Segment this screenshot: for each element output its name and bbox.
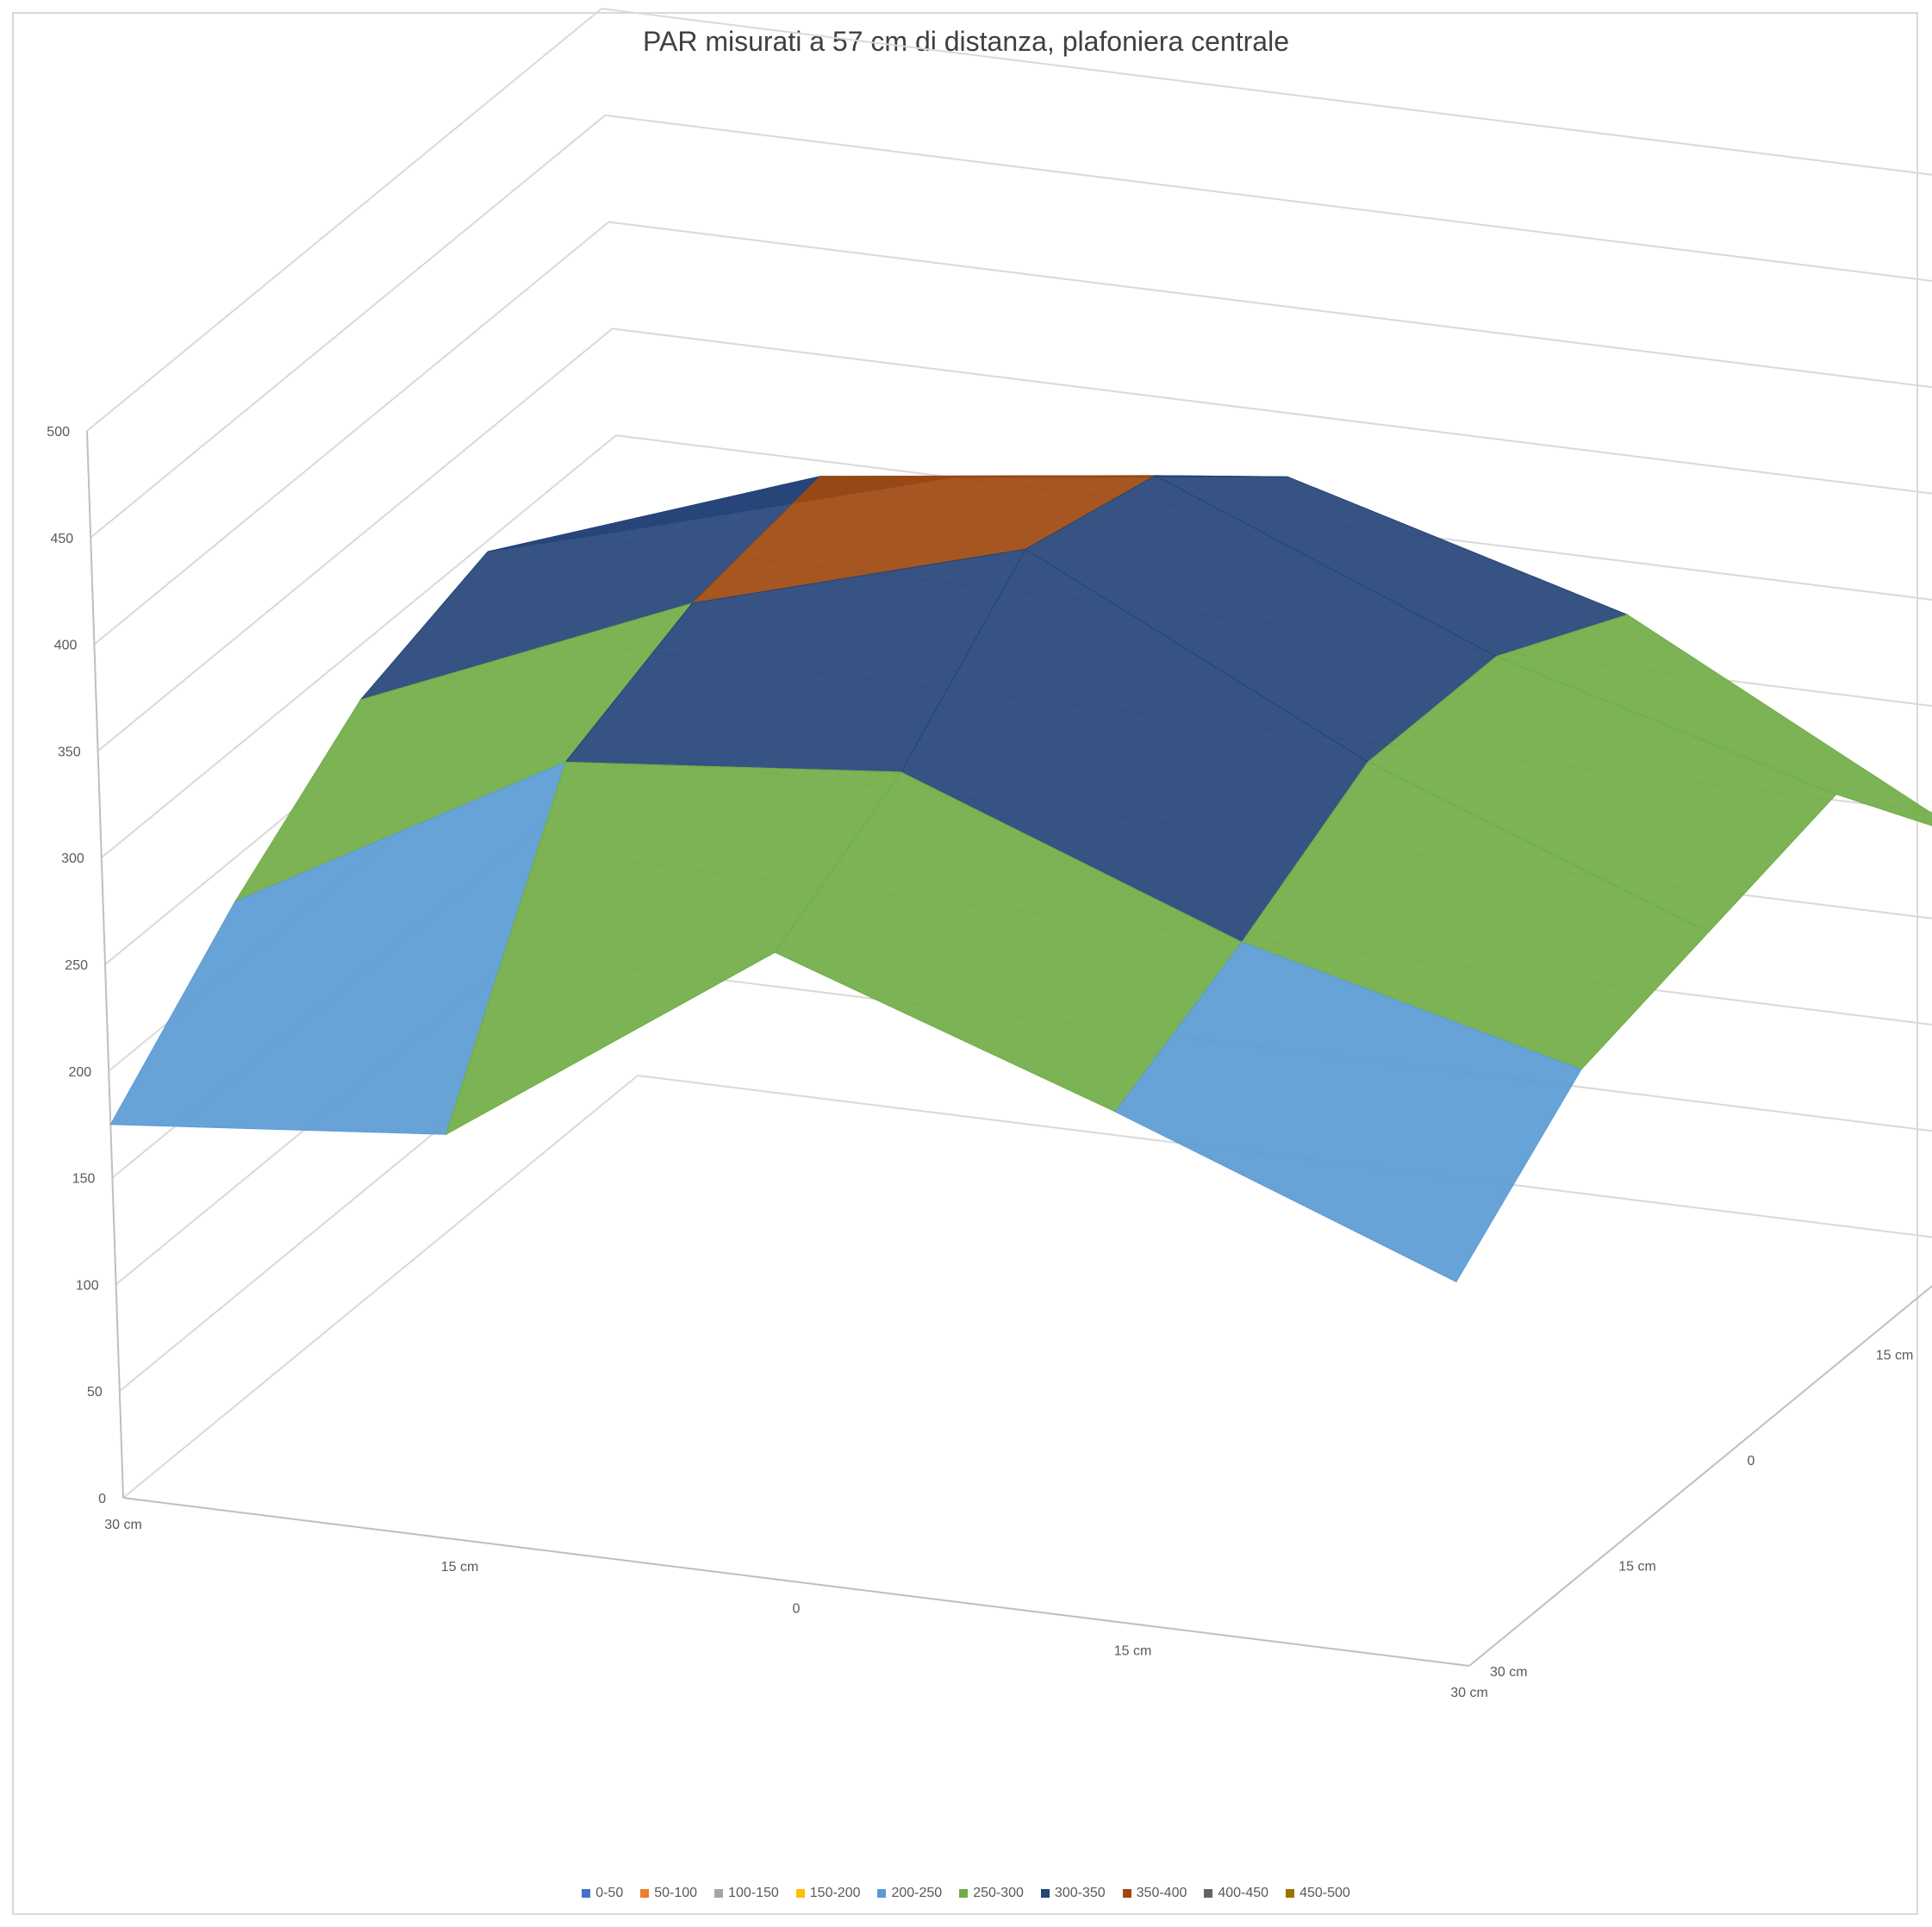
- legend-label: 250-300: [973, 1886, 1024, 1900]
- gridline: [86, 7, 1932, 432]
- legend-swatch: [877, 1889, 887, 1898]
- legend-swatch: [582, 1889, 591, 1898]
- legend-swatch: [1122, 1889, 1131, 1898]
- gridline: [122, 1074, 1932, 1499]
- z-tick-label: 150: [72, 1172, 96, 1187]
- legend-label: 150-200: [809, 1886, 861, 1900]
- gridline: [90, 114, 1932, 539]
- legend-item: 50-100: [640, 1886, 697, 1901]
- z-tick-label: 200: [68, 1065, 91, 1080]
- z-tick-label: 50: [87, 1385, 103, 1400]
- legend-label: 450-500: [1299, 1886, 1350, 1900]
- legend-item: 450-500: [1286, 1886, 1350, 1901]
- chart-title: PAR misurati a 57 cm di distanza, plafon…: [643, 26, 1289, 57]
- gridline: [97, 327, 1932, 752]
- z-tick-label: 250: [65, 958, 88, 973]
- x-tick-label: 0: [793, 1602, 801, 1617]
- legend-item: 100-150: [714, 1886, 779, 1901]
- legend-item: 400-450: [1204, 1886, 1268, 1901]
- legend-swatch: [1204, 1889, 1213, 1898]
- x-tick-label: 30 cm: [1450, 1686, 1488, 1700]
- legend-item: 150-200: [795, 1886, 861, 1901]
- legend-item: 0-50: [582, 1886, 623, 1901]
- gridline: [101, 434, 1932, 858]
- legend-swatch: [640, 1889, 650, 1898]
- y-tick-label: 0: [1748, 1454, 1755, 1469]
- legend-label: 0-50: [595, 1886, 624, 1900]
- z-tick-label: 0: [98, 1492, 106, 1506]
- x-tick-label: 15 cm: [441, 1560, 479, 1575]
- legend: 0-50 50-100 100-150 150-200 200-250 250-300 30…: [0, 1886, 1932, 1901]
- z-tick-label: 400: [54, 639, 78, 653]
- gridline: [93, 221, 1932, 645]
- y-tick-label: 15 cm: [1876, 1349, 1914, 1363]
- legend-swatch: [959, 1889, 969, 1898]
- legend-item: 350-400: [1122, 1886, 1187, 1901]
- x-axis-line: [122, 1497, 1470, 1667]
- legend-label: 200-250: [891, 1886, 943, 1900]
- legend-swatch: [1040, 1889, 1050, 1898]
- z-tick-label: 500: [47, 425, 70, 440]
- z-tick-label: 450: [50, 532, 73, 546]
- x-tick-label: 15 cm: [1114, 1643, 1152, 1658]
- y-tick-label: 15 cm: [1618, 1560, 1656, 1575]
- legend-label: 300-350: [1054, 1886, 1106, 1900]
- y-axis-line: [1468, 1284, 1932, 1667]
- z-tick-label: 100: [76, 1278, 99, 1293]
- legend-label: 50-100: [654, 1886, 698, 1900]
- legend-swatch: [795, 1889, 805, 1898]
- legend-swatch: [1286, 1889, 1295, 1898]
- legend-item: 250-300: [959, 1886, 1024, 1901]
- z-axis-line: [86, 430, 124, 1499]
- z-tick-label: 350: [58, 745, 81, 759]
- surface-patch: [1114, 941, 1582, 1282]
- legend-item: 200-250: [877, 1886, 942, 1901]
- legend-label: 350-400: [1136, 1886, 1187, 1900]
- legend-item: 300-350: [1040, 1886, 1106, 1901]
- legend-label: 400-450: [1218, 1886, 1269, 1900]
- y-tick-label: 30 cm: [1490, 1665, 1528, 1680]
- legend-label: 100-150: [728, 1886, 779, 1900]
- z-tick-label: 300: [61, 851, 84, 866]
- legend-swatch: [714, 1889, 724, 1898]
- x-tick-label: 30 cm: [104, 1518, 142, 1532]
